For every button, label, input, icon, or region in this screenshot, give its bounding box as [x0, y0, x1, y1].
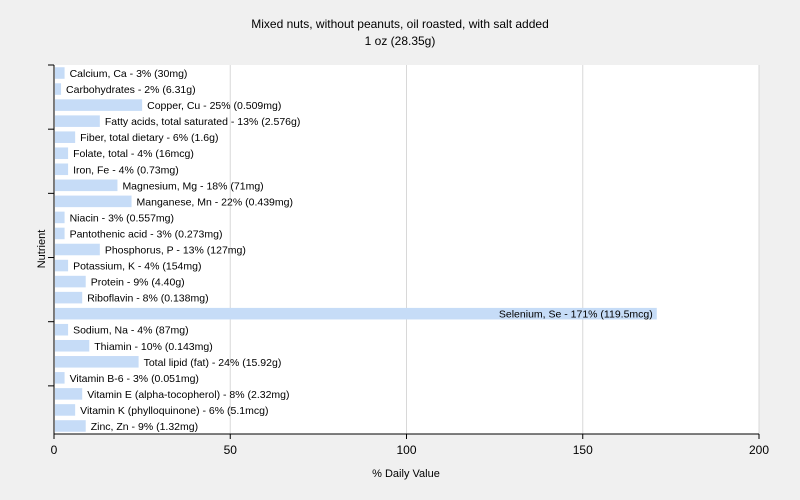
- bar-label-5: Folate, total - 4% (16mcg): [73, 148, 194, 160]
- bar-0: [55, 67, 65, 79]
- bar-label-6: Iron, Fe - 4% (0.73mg): [73, 164, 179, 176]
- bar-10: [55, 227, 65, 240]
- bar-19: [55, 372, 65, 384]
- bar-22: [55, 420, 86, 432]
- bar-label-9: Niacin - 3% (0.557mg): [70, 212, 174, 224]
- bar-label-17: Thiamin - 10% (0.143mg): [94, 341, 212, 353]
- bar-1: [55, 83, 62, 95]
- bar-17: [55, 339, 90, 352]
- x-tick-labels: 0 50 100 150 200: [51, 434, 769, 457]
- bar-label-3: Fatty acids, total saturated - 13% (2.57…: [105, 116, 301, 128]
- chart-subtitle: 1 oz (28.35g): [365, 34, 436, 48]
- bar-label-21: Vitamin K (phylloquinone) - 6% (5.1mcg): [80, 405, 268, 417]
- bar-label-8: Manganese, Mn - 22% (0.439mg): [137, 196, 293, 208]
- bar-13: [55, 275, 86, 288]
- bar-label-0: Calcium, Ca - 3% (30mg): [70, 68, 188, 80]
- bar-label-4: Fiber, total dietary - 6% (1.6g): [80, 132, 218, 144]
- bar-label-22: Zinc, Zn - 9% (1.32mg): [91, 421, 198, 433]
- bar-label-13: Protein - 9% (4.40g): [91, 277, 185, 289]
- bar-label-18: Total lipid (fat) - 24% (15.92g): [144, 357, 282, 369]
- bar-7: [55, 179, 118, 192]
- x-tick-label-200: 200: [749, 443, 769, 457]
- bar-label-10: Pantothenic acid - 3% (0.273mg): [70, 228, 223, 240]
- bar-15: [55, 307, 657, 320]
- bar-20: [55, 388, 83, 400]
- bar-label-15: Selenium, Se - 171% (119.5mcg): [499, 309, 653, 321]
- grid-lines: [229, 65, 760, 434]
- bar-18: [55, 356, 139, 368]
- bar-4: [55, 131, 76, 143]
- bar-label-1: Carbohydrates - 2% (6.31g): [66, 84, 196, 96]
- bar-6: [55, 163, 69, 176]
- x-tick-label-100: 100: [396, 443, 416, 457]
- bar-9: [55, 211, 65, 224]
- bar-label-19: Vitamin B-6 - 3% (0.051mg): [70, 373, 199, 385]
- x-axis-title: % Daily Value: [372, 468, 440, 480]
- bars: [55, 67, 657, 432]
- bar-label-2: Copper, Cu - 25% (0.509mg): [147, 100, 281, 112]
- bar-8: [55, 195, 132, 208]
- x-tick-label-150: 150: [573, 443, 593, 457]
- bar-14: [55, 291, 83, 304]
- bar-label-20: Vitamin E (alpha-tocopherol) - 8% (2.32m…: [87, 389, 289, 401]
- bar-label-11: Phosphorus, P - 13% (127mg): [105, 245, 246, 257]
- bar-3: [55, 115, 100, 127]
- bar-12: [55, 259, 69, 272]
- bar-label-12: Potassium, K - 4% (154mg): [73, 261, 201, 273]
- y-axis-title: Nutrient: [36, 230, 48, 269]
- bar-5: [55, 147, 69, 160]
- x-tick-label-0: 0: [51, 443, 58, 457]
- x-tick-label-50: 50: [224, 443, 238, 457]
- bar-label-14: Riboflavin - 8% (0.138mg): [87, 293, 208, 305]
- bar-label-7: Magnesium, Mg - 18% (71mg): [122, 180, 263, 192]
- chart-title: Mixed nuts, without peanuts, oil roasted…: [251, 17, 549, 31]
- bar-2: [55, 99, 143, 111]
- bar-label-16: Sodium, Na - 4% (87mg): [73, 325, 189, 337]
- bar-16: [55, 323, 69, 336]
- bar-11: [55, 243, 100, 256]
- bar-21: [55, 404, 76, 416]
- bar-labels: Calcium, Ca - 3% (30mg) Carbohydrates - 2…: [66, 68, 653, 433]
